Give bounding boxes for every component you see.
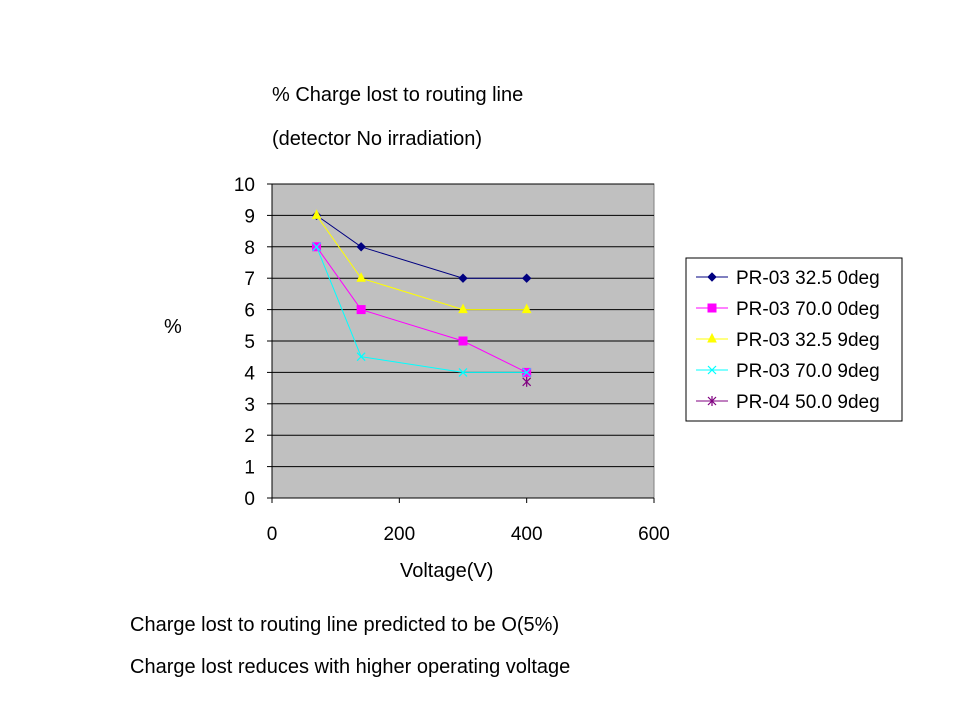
y-tick-label: 2 <box>244 426 255 447</box>
marker-stroke <box>458 367 468 377</box>
y-tick-label: 4 <box>244 363 255 384</box>
note-1: Charge lost to routing line predicted to… <box>130 614 560 636</box>
series-3 <box>312 242 532 377</box>
legend-label: PR-03 70.0 9deg <box>736 361 880 382</box>
legend-item: PR-03 70.0 9deg <box>696 361 880 382</box>
data-point-x <box>356 352 366 362</box>
legend-item: PR-03 70.0 0deg <box>696 299 880 320</box>
legend-label: PR-03 70.0 0deg <box>736 299 880 320</box>
data-point-x <box>312 242 321 252</box>
x-tick-label: 600 <box>638 524 670 545</box>
data-point-star <box>707 396 717 406</box>
legend-item: PR-03 32.5 0deg <box>696 268 880 289</box>
marker-stroke <box>522 367 532 377</box>
data-point-triangle <box>521 303 532 314</box>
y-tick-label: 8 <box>244 238 255 259</box>
data-point-square <box>458 336 468 346</box>
note-2: Charge lost reduces with higher operatin… <box>130 656 571 678</box>
series-2 <box>311 209 532 314</box>
series-line <box>316 246 527 373</box>
y-axis-label: % <box>164 316 182 338</box>
y-tick-label: 10 <box>234 175 255 196</box>
data-point-square <box>356 305 366 315</box>
y-tick-label: 9 <box>244 206 255 227</box>
marker-stroke <box>356 352 366 362</box>
data-point-x <box>707 365 717 375</box>
data-point-star <box>522 376 532 387</box>
x-tick-label: 0 <box>267 524 278 545</box>
y-tick-label: 5 <box>244 332 255 353</box>
legend-label: PR-03 32.5 9deg <box>736 330 880 351</box>
data-point-triangle <box>707 332 717 343</box>
data-point-diamond <box>707 272 717 282</box>
legend-label: PR-03 32.5 0deg <box>736 268 880 289</box>
legend-item: PR-03 32.5 9deg <box>696 330 880 351</box>
x-axis-label: Voltage(V) <box>400 560 494 582</box>
series-4 <box>522 376 532 387</box>
legend-item: PR-04 50.0 9deg <box>696 392 880 413</box>
legend: PR-03 32.5 0deg PR-03 70.0 0deg PR-03 32.5… <box>685 257 903 422</box>
data-point-x <box>522 367 532 377</box>
marker-stroke <box>312 242 321 252</box>
y-tick-label: 7 <box>244 269 255 290</box>
y-tick-label: 1 <box>244 458 255 479</box>
y-tick-label: 3 <box>244 395 255 416</box>
series-line <box>316 246 527 373</box>
data-point-triangle <box>458 303 468 314</box>
data-point-diamond <box>458 273 468 283</box>
series-line <box>316 215 527 311</box>
y-tick-label: 6 <box>244 301 255 322</box>
data-point-diamond <box>521 273 532 283</box>
chart-title-line2: (detector No irradiation) <box>272 128 483 150</box>
y-tick-label: 0 <box>244 489 255 510</box>
series-0 <box>311 210 532 283</box>
data-point-square <box>707 303 717 313</box>
marker-stroke <box>707 365 717 375</box>
x-tick-label: 200 <box>383 524 415 545</box>
series-line <box>316 214 527 279</box>
legend-label: PR-04 50.0 9deg <box>736 392 880 413</box>
x-tick-label: 400 <box>511 524 543 545</box>
data-point-x <box>458 367 468 377</box>
data-point-diamond <box>356 242 366 252</box>
data-point-triangle <box>311 209 322 219</box>
data-point-triangle <box>356 272 366 282</box>
chart-title-line1: % Charge lost to routing line <box>272 84 524 106</box>
